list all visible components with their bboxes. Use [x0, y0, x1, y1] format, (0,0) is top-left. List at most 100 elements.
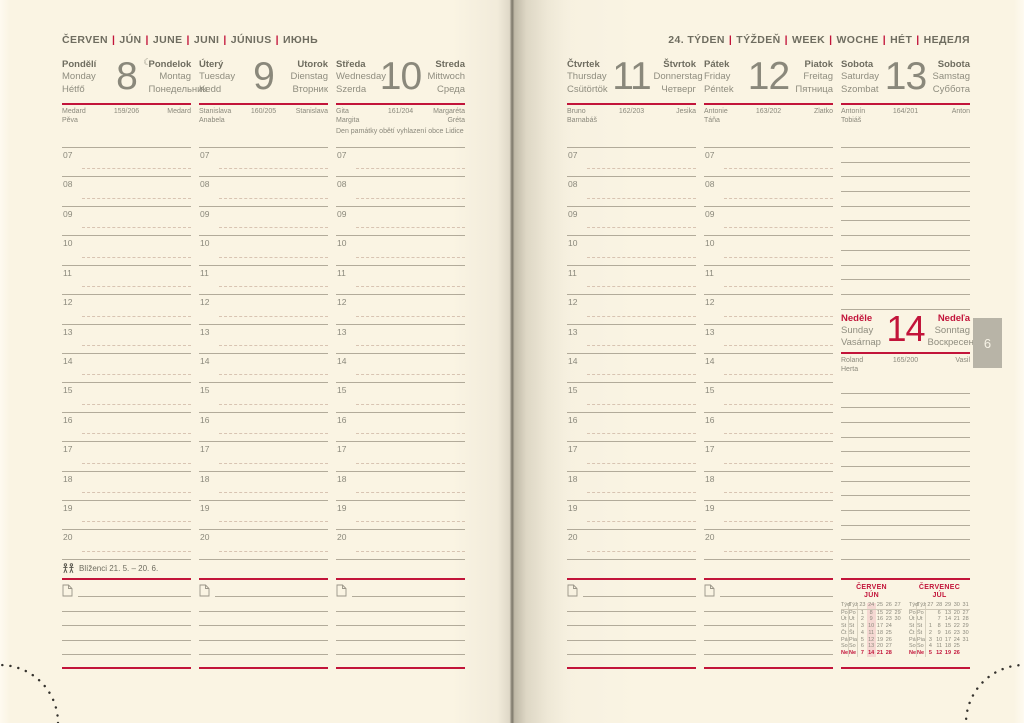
- nameday-name: Roland: [841, 356, 864, 364]
- day-header: Středa Wednesday Szerda 10 Streda Mittwoch Сре…: [336, 57, 465, 147]
- writing-line: [219, 403, 328, 405]
- hour-label: 09: [568, 208, 578, 219]
- nameday-right: Anton: [926, 107, 970, 126]
- nameday-name: Stanislava: [199, 108, 232, 115]
- calendar-cell: 28: [885, 649, 892, 656]
- calendar-day-label: Čt: [841, 630, 849, 637]
- day-column: Středa Wednesday Szerda 10 Streda Mittwoch Сре…: [336, 57, 465, 669]
- writing-line: [219, 286, 328, 288]
- day-names-right: Štvrtok Donnerstag Четверг: [654, 58, 703, 103]
- writing-line: [82, 374, 191, 376]
- hour-slot: 08: [199, 176, 328, 205]
- hour-label: 11: [337, 267, 346, 278]
- day-name-en: Friday: [704, 71, 731, 83]
- day-head-row: Sobota Saturday Szombat 13 Sobota Samstag Субб…: [841, 57, 970, 103]
- day-name-en: Tuesday: [199, 71, 236, 83]
- hour-label: 17: [63, 444, 73, 455]
- note-line: [704, 597, 833, 612]
- hour-slot: 13: [199, 323, 328, 353]
- writing-line: [82, 344, 191, 346]
- hour-label: 10: [705, 238, 715, 249]
- hour-slot: 17: [336, 441, 465, 470]
- day-names-right: Piatok Freitag Пятница: [791, 58, 833, 103]
- ruled-line: [841, 524, 970, 540]
- writing-line: [219, 256, 328, 258]
- writing-line: [356, 492, 465, 494]
- nameday-name: Zlatko: [813, 108, 833, 115]
- note-line: [62, 626, 191, 641]
- writing-line: [219, 197, 328, 199]
- hour-slot: 12: [567, 294, 696, 323]
- calendar-cell: 23: [885, 616, 892, 623]
- hour-slot: 10: [704, 235, 833, 264]
- note-line: [583, 595, 696, 597]
- day-name-hu: Szombat: [841, 83, 879, 95]
- note-line: [78, 595, 191, 597]
- hour-slot: 19: [199, 500, 328, 529]
- right-day-columns: Čtvrtek Thursday Csütörtök 11 Štvrtok Donners…: [567, 55, 984, 669]
- calendar-day-label: Ne: [917, 649, 926, 657]
- hour-label: 13: [337, 326, 347, 337]
- day-column: Úterý Tuesday Kedd 9 Utorok Dienstag Вторник St…: [199, 57, 329, 669]
- writing-line: [587, 227, 696, 229]
- calendar-day-label: Pia: [917, 636, 926, 644]
- hour-slot: 13: [704, 323, 833, 353]
- zodiac-label: Blíženci 21. 5. – 20. 6.: [79, 564, 159, 574]
- calendar-cell: 21: [953, 616, 960, 623]
- day-header: Sobota Saturday Szombat 13 Sobota Samstag Субб…: [841, 57, 970, 147]
- holiday-note: Den památky obětí vyhlazení obce Lidice: [336, 127, 464, 135]
- writing-line: [587, 550, 696, 552]
- nameday-row: Roland Herta 165/200 Vasil: [841, 354, 970, 375]
- left-day-columns: Pondělí Monday Hétfő 8 ☾ Pondelok Montag Понеде…: [62, 57, 465, 669]
- hour-label: 15: [568, 385, 578, 396]
- hour-slot: 10: [62, 235, 191, 264]
- day-name-sk: Utorok: [297, 59, 328, 70]
- hour-label: 17: [705, 444, 715, 455]
- day-name-ru: Среда: [436, 83, 465, 95]
- hour-slot: 11: [336, 264, 465, 294]
- day-count: 163/202: [755, 108, 782, 115]
- hour-slot: 15: [199, 382, 328, 411]
- hour-label: 13: [63, 326, 73, 337]
- hour-label: 15: [337, 385, 347, 396]
- writing-line: [587, 521, 696, 523]
- day-names-left: Čtvrtek Thursday Csütörtök: [567, 58, 610, 103]
- writing-line: [724, 521, 833, 523]
- hour-slot: 16: [567, 411, 696, 441]
- hour-label: 20: [63, 532, 73, 543]
- nameday-name: Táňa: [704, 117, 720, 125]
- writing-line: [724, 197, 833, 199]
- hour-label: 08: [63, 179, 73, 190]
- calendar-day-label: Št: [849, 630, 858, 637]
- mini-calendar-title: ČERVEN JÚN: [841, 584, 902, 601]
- day-names-right: Utorok Dienstag Вторник: [286, 58, 329, 103]
- hour-slot: 16: [336, 411, 465, 441]
- hour-slot: 11: [199, 264, 328, 294]
- header-separator: |: [784, 34, 789, 46]
- note-first-row: [199, 580, 328, 597]
- month-header: ČERVEN | JÚN | JUNE | JUNI | JÚNIUS | ИЮНЬ: [62, 34, 465, 46]
- calendar-cell: 19: [944, 649, 952, 656]
- note-first-row: [704, 580, 833, 597]
- calendar-cell: 12: [936, 649, 943, 656]
- calendar-cell: [961, 644, 970, 651]
- zodiac-row: [336, 558, 465, 580]
- nameday-left: Medard Pěva: [62, 107, 106, 126]
- mini-calendar: ČERVENEC JÚL Týd Týž 27 28 29 30 31 Po Po 6 13 20 27 Út…: [909, 584, 970, 669]
- ruled-line: [841, 495, 970, 510]
- calendar-cell: 3: [860, 623, 864, 630]
- day-header: Čtvrtek Thursday Csütörtök 11 Štvrtok Donners…: [567, 57, 703, 147]
- hour-slot: 14: [704, 352, 833, 382]
- weekend-column: Sobota Saturday Szombat 13 Sobota Samstag Субб…: [841, 57, 984, 669]
- header-month-name: HÉT: [890, 34, 913, 46]
- hour-slot: 16: [199, 411, 328, 441]
- hour-label: 14: [200, 355, 210, 366]
- week-number: 25: [875, 602, 885, 611]
- calendar-cell: 1: [928, 623, 932, 630]
- week-number: 23: [858, 602, 867, 611]
- calendar-day-label: Pá: [909, 636, 917, 644]
- day-number: 12: [747, 55, 790, 98]
- hour-slot: 07: [567, 147, 696, 176]
- day-count: 162/203: [618, 108, 645, 115]
- diary-page-left: ČERVEN | JÚN | JUNE | JUNI | JÚNIUS | ИЮНЬ Pondělí…: [62, 34, 465, 669]
